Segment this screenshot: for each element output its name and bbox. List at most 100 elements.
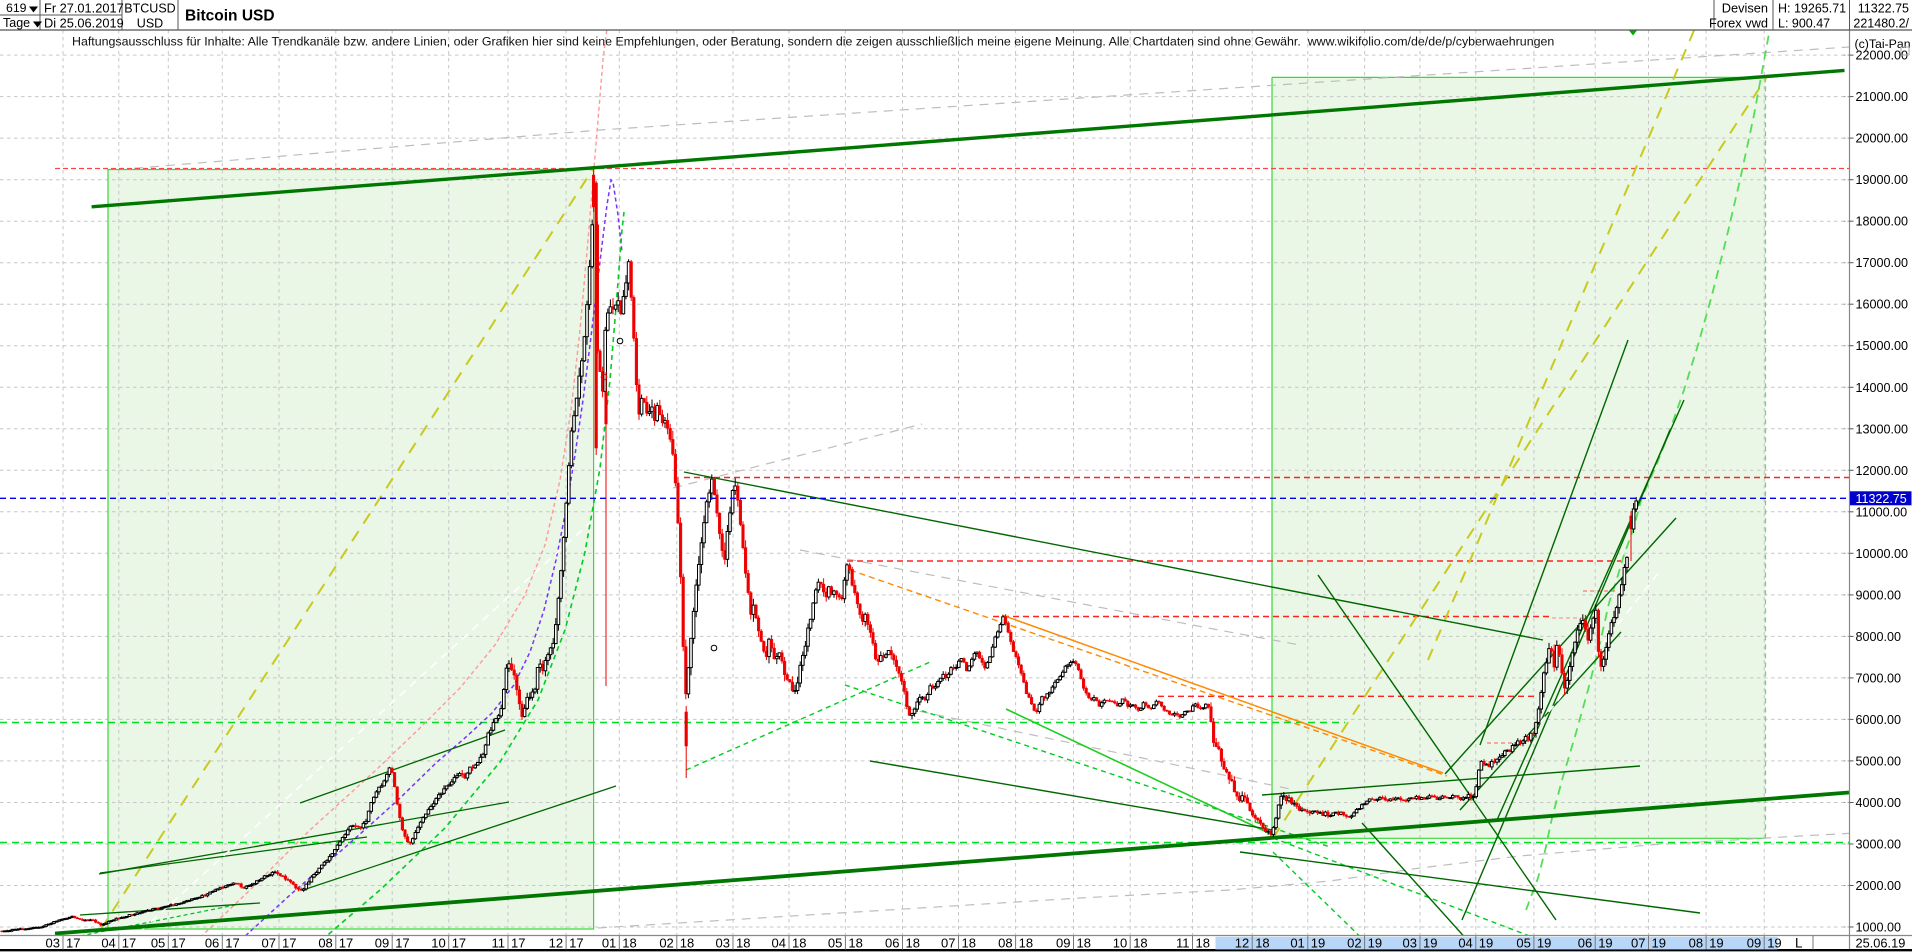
svg-text:19: 19	[1423, 936, 1437, 951]
svg-text:18: 18	[906, 936, 920, 951]
svg-text:13000.00: 13000.00	[1856, 422, 1909, 436]
svg-text:08: 08	[1689, 936, 1703, 951]
svg-text:18: 18	[962, 936, 976, 951]
svg-text:8000.00: 8000.00	[1856, 630, 1902, 644]
svg-text:619: 619	[6, 1, 27, 15]
svg-text:(c)Tai-Pan: (c)Tai-Pan	[1855, 37, 1911, 51]
svg-text:5000.00: 5000.00	[1856, 754, 1902, 768]
svg-text:Devisen: Devisen	[1722, 1, 1768, 16]
svg-text:Forex vwd: Forex vwd	[1709, 16, 1768, 31]
svg-text:17: 17	[171, 936, 185, 951]
svg-text:19: 19	[1652, 936, 1666, 951]
svg-text:08: 08	[998, 936, 1012, 951]
svg-text:17: 17	[339, 936, 353, 951]
svg-text:17: 17	[511, 936, 525, 951]
svg-text:19: 19	[1311, 936, 1325, 951]
svg-text:12000.00: 12000.00	[1856, 464, 1909, 478]
svg-text:17: 17	[282, 936, 296, 951]
svg-text:18: 18	[1196, 936, 1210, 951]
svg-text:17: 17	[395, 936, 409, 951]
svg-text:11000.00: 11000.00	[1856, 505, 1908, 519]
svg-text:14000.00: 14000.00	[1856, 381, 1909, 395]
svg-text:12: 12	[1235, 936, 1249, 951]
svg-text:07: 07	[1631, 936, 1645, 951]
svg-text:BTCUSD: BTCUSD	[124, 2, 175, 16]
svg-text:10: 10	[1113, 936, 1127, 951]
svg-text:18: 18	[1077, 936, 1091, 951]
svg-text:04: 04	[772, 936, 786, 951]
svg-text:08: 08	[318, 936, 332, 951]
svg-text:19: 19	[1368, 936, 1382, 951]
svg-text:18: 18	[622, 936, 636, 951]
svg-text:H: 19265.71: H: 19265.71	[1778, 2, 1846, 16]
svg-text:07: 07	[262, 936, 276, 951]
svg-text:18: 18	[792, 936, 806, 951]
svg-text:05: 05	[151, 936, 165, 951]
svg-text:19: 19	[1709, 936, 1723, 951]
svg-text:18: 18	[848, 936, 862, 951]
svg-text:L: L	[1795, 936, 1803, 951]
svg-text:11: 11	[1176, 936, 1190, 951]
svg-text:01: 01	[602, 936, 616, 951]
svg-text:221480.2/: 221480.2/	[1853, 17, 1909, 31]
svg-text:17000.00: 17000.00	[1856, 256, 1909, 270]
svg-text:09: 09	[1056, 936, 1070, 951]
svg-text:10000.00: 10000.00	[1856, 547, 1909, 561]
svg-text:19: 19	[1598, 936, 1612, 951]
svg-text:L: 900.47: L: 900.47	[1778, 17, 1830, 31]
svg-text:Haftungsausschluss für Inhalte: Haftungsausschluss für Inhalte: Alle Tre…	[72, 35, 1554, 49]
svg-text:7000.00: 7000.00	[1856, 671, 1902, 685]
svg-text:06: 06	[885, 936, 899, 951]
svg-text:9000.00: 9000.00	[1856, 588, 1902, 602]
svg-text:10: 10	[431, 936, 445, 951]
svg-text:07: 07	[941, 936, 955, 951]
svg-text:2000.00: 2000.00	[1856, 879, 1902, 893]
svg-text:18: 18	[680, 936, 694, 951]
svg-text:18: 18	[736, 936, 750, 951]
svg-text:18000.00: 18000.00	[1856, 215, 1909, 229]
svg-text:03: 03	[46, 936, 60, 951]
svg-text:09: 09	[375, 936, 389, 951]
svg-text:18: 18	[1255, 936, 1269, 951]
svg-text:06: 06	[1578, 936, 1592, 951]
svg-text:3000.00: 3000.00	[1856, 838, 1902, 852]
svg-text:19000.00: 19000.00	[1856, 173, 1909, 187]
svg-text:USD: USD	[137, 17, 163, 31]
svg-text:Tage: Tage	[3, 16, 30, 30]
svg-text:18: 18	[1133, 936, 1147, 951]
svg-text:11: 11	[492, 936, 506, 951]
svg-text:25.06.19: 25.06.19	[1856, 936, 1906, 951]
svg-text:19: 19	[1479, 936, 1493, 951]
svg-text:17: 17	[66, 936, 80, 951]
svg-text:05: 05	[828, 936, 842, 951]
svg-text:11322.75: 11322.75	[1856, 492, 1907, 506]
svg-text:02: 02	[1347, 936, 1361, 951]
svg-text:01: 01	[1290, 936, 1304, 951]
svg-text:19: 19	[1537, 936, 1551, 951]
svg-text:22000.00: 22000.00	[1856, 49, 1909, 63]
svg-text:09: 09	[1747, 936, 1761, 951]
svg-text:15000.00: 15000.00	[1856, 339, 1909, 353]
svg-text:03: 03	[1403, 936, 1417, 951]
svg-text:1000.00: 1000.00	[1856, 921, 1902, 935]
svg-text:17: 17	[122, 936, 136, 951]
svg-text:19: 19	[1767, 936, 1781, 951]
svg-text:11322.75: 11322.75	[1858, 2, 1909, 16]
svg-text:05: 05	[1516, 936, 1530, 951]
svg-text:03: 03	[716, 936, 730, 951]
svg-text:Bitcoin USD: Bitcoin USD	[185, 8, 275, 25]
svg-text:18: 18	[1019, 936, 1033, 951]
svg-text:17: 17	[225, 936, 239, 951]
svg-text:16000.00: 16000.00	[1856, 298, 1909, 312]
svg-text:17: 17	[452, 936, 466, 951]
svg-text:12: 12	[549, 936, 563, 951]
svg-text:21000.00: 21000.00	[1856, 90, 1909, 104]
svg-text:20000.00: 20000.00	[1856, 132, 1909, 146]
svg-text:Di 25.06.2019: Di 25.06.2019	[44, 16, 124, 31]
svg-text:17: 17	[569, 936, 583, 951]
svg-text:4000.00: 4000.00	[1856, 796, 1902, 810]
svg-text:6000.00: 6000.00	[1856, 713, 1902, 727]
svg-text:04: 04	[101, 936, 115, 951]
svg-text:06: 06	[205, 936, 219, 951]
svg-text:04: 04	[1458, 936, 1472, 951]
